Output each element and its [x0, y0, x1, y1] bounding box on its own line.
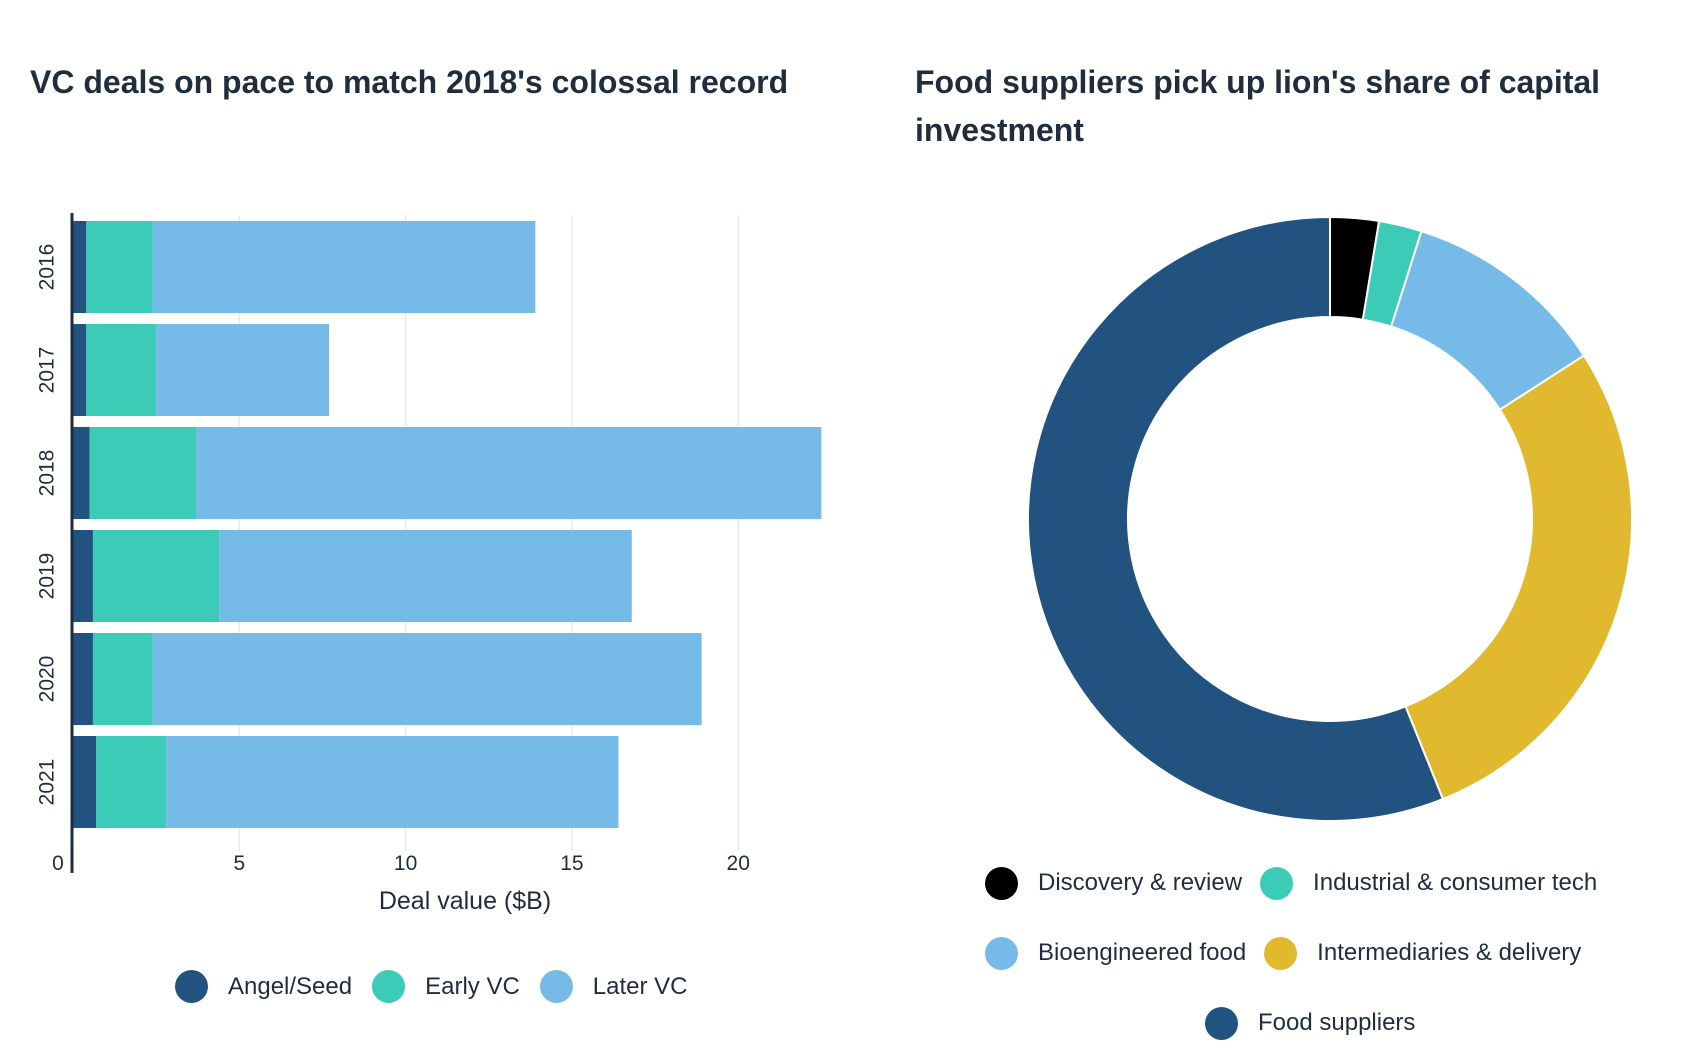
legend-swatch-industrial-consumer-tech: [1260, 866, 1294, 900]
donut-slice-intermediaries-delivery[interactable]: [1404, 354, 1634, 801]
bar-2020-angel-seed[interactable]: [73, 633, 93, 725]
y-tick-label-2016: 2016: [36, 244, 59, 291]
legend-label-industrial-consumer-tech: Industrial & consumer tech: [1313, 869, 1598, 896]
x-tick-label-5: 5: [233, 852, 245, 875]
donut-slice-food-suppliers[interactable]: [1027, 215, 1445, 822]
legend-item-early-vc[interactable]: Early VC: [372, 970, 520, 1003]
x-tick-label-15: 15: [560, 852, 583, 875]
legend-item-discovery-review[interactable]: Discovery & review: [985, 865, 1242, 901]
bar-2021-early-vc[interactable]: [96, 736, 167, 828]
legend-swatch-bioengineered-food: [985, 936, 1018, 970]
bar-2021-later-vc[interactable]: [166, 736, 619, 828]
legend-item-later-vc[interactable]: Later VC: [539, 970, 688, 1003]
bar-chart-title: VC deals on pace to match 2018's colossa…: [30, 64, 789, 100]
x-tick-label-0: 0: [52, 852, 64, 875]
x-tick-label-20: 20: [727, 852, 750, 875]
bar-2019-angel-seed[interactable]: [73, 530, 93, 622]
bar-chart-legend: Angel/Seed Early VC Later VC: [175, 970, 795, 1003]
bar-2016-angel-seed[interactable]: [73, 221, 87, 313]
bar-2018-later-vc[interactable]: [196, 427, 822, 519]
y-tick-label-2018: 2018: [36, 450, 59, 497]
bar-2019-early-vc[interactable]: [92, 530, 220, 622]
legend-label-early-vc: Early VC: [425, 972, 520, 1000]
bar-2017-early-vc[interactable]: [86, 324, 157, 416]
donut-chart: [1027, 215, 1634, 822]
donut-chart-title: Food suppliers pick up lion's share of c…: [915, 64, 1601, 148]
bar-2017-later-vc[interactable]: [156, 324, 330, 416]
bar-2016-later-vc[interactable]: [152, 221, 536, 313]
bar-2018-early-vc[interactable]: [89, 427, 197, 519]
legend-swatch-later-vc: [539, 970, 573, 1003]
bar-2021-angel-seed[interactable]: [73, 736, 97, 828]
y-tick-label-2021: 2021: [36, 759, 59, 806]
bar-2020-early-vc[interactable]: [92, 633, 153, 725]
legend-label-discovery-review: Discovery & review: [1038, 869, 1243, 896]
x-tick-label-10: 10: [394, 852, 417, 875]
legend-swatch-early-vc: [372, 970, 406, 1003]
legend-item-bioengineered-food[interactable]: Bioengineered food: [985, 935, 1246, 971]
legend-label-later-vc: Later VC: [592, 972, 688, 1000]
legend-swatch-discovery-review: [985, 866, 1018, 900]
legend-label-bioengineered-food: Bioengineered food: [1038, 939, 1247, 966]
bar-2019-later-vc[interactable]: [219, 530, 632, 622]
y-tick-label-2020: 2020: [36, 656, 59, 703]
x-axis-label: Deal value ($B): [379, 887, 551, 915]
legend-item-angel-seed[interactable]: Angel/Seed: [175, 970, 352, 1003]
bar-2018-angel-seed[interactable]: [73, 427, 90, 519]
y-tick-label-2017: 2017: [36, 347, 59, 394]
legend-swatch-angel-seed: [175, 970, 208, 1003]
legend-swatch-food-suppliers: [1205, 1006, 1238, 1040]
bar-2020-later-vc[interactable]: [152, 633, 702, 725]
legend-label-angel-seed: Angel/Seed: [228, 972, 353, 1000]
donut-chart-legend: Discovery & review Industrial & consumer…: [985, 865, 1685, 1041]
legend-item-industrial-consumer-tech[interactable]: Industrial & consumer tech: [1260, 865, 1597, 901]
y-tick-label-2019: 2019: [36, 553, 59, 600]
bar-2017-angel-seed[interactable]: [73, 324, 87, 416]
legend-label-food-suppliers: Food suppliers: [1258, 1009, 1416, 1036]
legend-label-intermediaries-delivery: Intermediaries & delivery: [1317, 939, 1582, 966]
bar-2016-early-vc[interactable]: [86, 221, 153, 313]
legend-swatch-intermediaries-delivery: [1264, 936, 1298, 970]
legend-item-intermediaries-delivery[interactable]: Intermediaries & delivery: [1264, 935, 1581, 971]
bar-chart: 2016 2017 2018 2019 2020 2021 0 5 10 15 20 Deal val…: [36, 213, 822, 915]
legend-item-food-suppliers[interactable]: Food suppliers: [1205, 1005, 1415, 1041]
